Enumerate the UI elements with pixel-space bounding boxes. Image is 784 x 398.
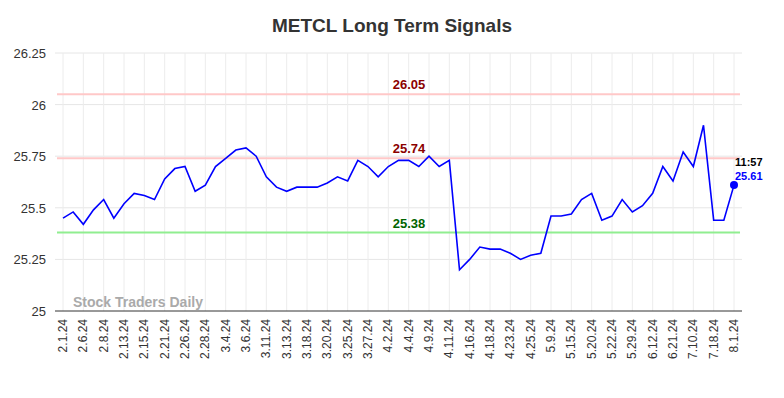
- grid-line: [63, 53, 64, 311]
- y-tick-label: 25.5: [21, 201, 46, 216]
- x-tick-label: 4.18.24: [483, 319, 497, 359]
- x-tick-label: 5.20.24: [585, 319, 599, 359]
- title: METCL Long Term Signals: [272, 15, 512, 36]
- x-tick-label: 4.11.24: [442, 319, 456, 358]
- level-label: 25.74: [393, 141, 426, 156]
- grid-line: [571, 53, 572, 311]
- grid-line: [347, 53, 348, 311]
- grid-line: [530, 53, 531, 311]
- grid-line: [185, 53, 186, 311]
- grid-line: [55, 104, 742, 105]
- x-tick-label: 3.27.24: [361, 319, 375, 359]
- x-tick-label: 4.9.24: [422, 319, 436, 353]
- x-tick-label: 2.15.24: [137, 319, 151, 359]
- level-line: [57, 232, 740, 234]
- x-tick-label: 3.25.24: [341, 319, 355, 359]
- x-tick-label: 4.25.24: [524, 319, 538, 359]
- x-tick-label: 3.4.24: [219, 319, 233, 353]
- level-label: 25.38: [393, 216, 426, 231]
- x-tick-label: 5.29.24: [625, 319, 639, 359]
- grid-line: [55, 53, 742, 54]
- grid-line: [591, 53, 592, 311]
- grid-line: [286, 53, 287, 311]
- x-tick-label: 4.23.24: [503, 319, 517, 359]
- y-tick-label: 26: [32, 98, 46, 113]
- grid-line: [124, 53, 125, 311]
- time-label: 11:57: [735, 156, 763, 168]
- x-tick-label: 2.21.24: [158, 319, 172, 359]
- x-tick-label: 2.6.24: [76, 319, 90, 353]
- grid-line: [429, 53, 430, 311]
- grid-line: [144, 53, 145, 311]
- y-tick-label: 25: [32, 304, 46, 319]
- y-tick-label: 26.25: [13, 46, 46, 61]
- x-tick-label: 7.10.24: [686, 319, 700, 359]
- grid-line: [490, 53, 491, 311]
- grid-line: [632, 53, 633, 311]
- level-label: 26.05: [393, 77, 426, 92]
- chart: METCL Long Term Signals 25 25.25 25.5 25.75 2…: [0, 0, 784, 398]
- level-line: [57, 93, 740, 95]
- last-value-label: 25.61: [735, 170, 763, 182]
- grid-line: [551, 53, 552, 311]
- x-tick-label: 5.22.24: [605, 319, 619, 359]
- price-line: [63, 125, 734, 269]
- grid-line: [713, 53, 714, 311]
- grid-line: [510, 53, 511, 311]
- x-tick-label: 3.20.24: [320, 319, 334, 359]
- grid-line: [368, 53, 369, 311]
- watermark: Stock Traders Daily: [73, 294, 203, 310]
- x-tick-label: 7.18.24: [707, 319, 721, 359]
- grid-line: [225, 53, 226, 311]
- x-tick-label: 3.18.24: [300, 319, 314, 359]
- x-tick-label: 2.28.24: [198, 319, 212, 359]
- x-tick-label: 6.21.24: [666, 319, 680, 359]
- x-tick-label: 4.16.24: [463, 319, 477, 359]
- x-tick-label: 2.13.24: [117, 319, 131, 359]
- x-tick-label: 2.26.24: [178, 319, 192, 359]
- grid-line: [266, 53, 267, 311]
- grid-line: [246, 53, 247, 311]
- grid-line: [307, 53, 308, 311]
- y-tick-label: 25.25: [13, 252, 46, 267]
- grid-line: [449, 53, 450, 311]
- plot: [57, 94, 740, 269]
- grid-line: [205, 53, 206, 311]
- last-point: [730, 181, 738, 189]
- x-axis: [55, 311, 742, 312]
- level-line: [57, 157, 740, 159]
- grid-line: [612, 53, 613, 311]
- x-tick-label: 4.4.24: [402, 319, 416, 353]
- grid-line: [652, 53, 653, 311]
- x-tick-label: 3.11.24: [259, 319, 273, 358]
- grid-line: [693, 53, 694, 311]
- grid-line: [55, 259, 742, 260]
- x-tick-label: 5.9.24: [544, 319, 558, 353]
- x-tick-label: 8.1.24: [727, 319, 741, 353]
- x-tick-label: 3.13.24: [280, 319, 294, 359]
- x-tick-label: 5.15.24: [564, 319, 578, 359]
- x-tick-label: 2.8.24: [97, 319, 111, 353]
- x-tick-label: 2.1.24: [56, 319, 70, 353]
- x-tick-label: 4.2.24: [381, 319, 395, 353]
- x-tick-label: 3.6.24: [239, 319, 253, 353]
- grid-line: [388, 53, 389, 311]
- y-tick-label: 25.75: [13, 149, 46, 164]
- grid-line: [103, 53, 104, 311]
- x-tick-label: 6.12.24: [646, 319, 660, 359]
- grid-line: [164, 53, 165, 311]
- grid-line: [469, 53, 470, 311]
- grid-line: [83, 53, 84, 311]
